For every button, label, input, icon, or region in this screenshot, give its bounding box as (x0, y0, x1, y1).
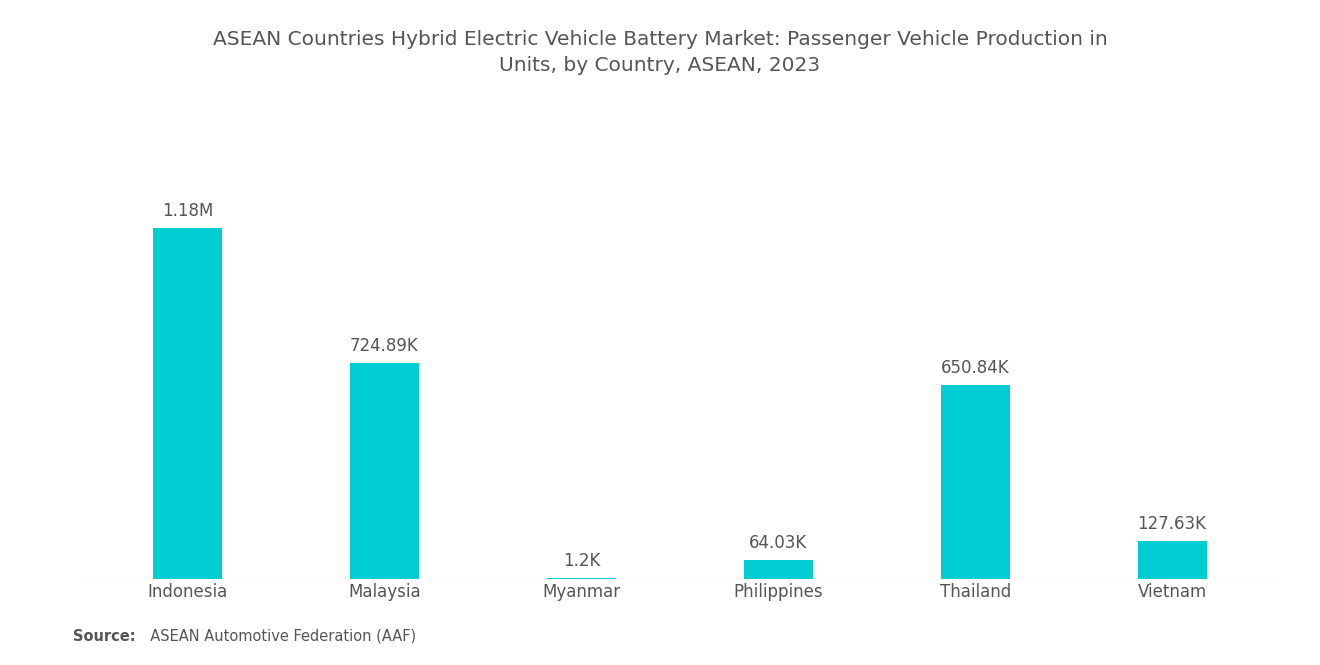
Bar (941, 385, 1010, 579)
Text: 64.03K: 64.03K (750, 533, 808, 551)
Text: 650.84K: 650.84K (941, 359, 1010, 377)
Text: 724.89K: 724.89K (350, 337, 418, 355)
Bar (1138, 541, 1206, 579)
Text: 1.2K: 1.2K (562, 552, 601, 570)
Text: 1.18M: 1.18M (162, 202, 214, 220)
Text: ASEAN Automotive Federation (AAF): ASEAN Automotive Federation (AAF) (141, 628, 416, 644)
Text: ASEAN Countries Hybrid Electric Vehicle Battery Market: Passenger Vehicle Produc: ASEAN Countries Hybrid Electric Vehicle … (213, 30, 1107, 75)
Bar (350, 363, 418, 579)
Bar (743, 559, 813, 579)
Text: 127.63K: 127.63K (1138, 515, 1206, 533)
Text: Source:: Source: (73, 628, 135, 644)
Bar (153, 228, 222, 579)
